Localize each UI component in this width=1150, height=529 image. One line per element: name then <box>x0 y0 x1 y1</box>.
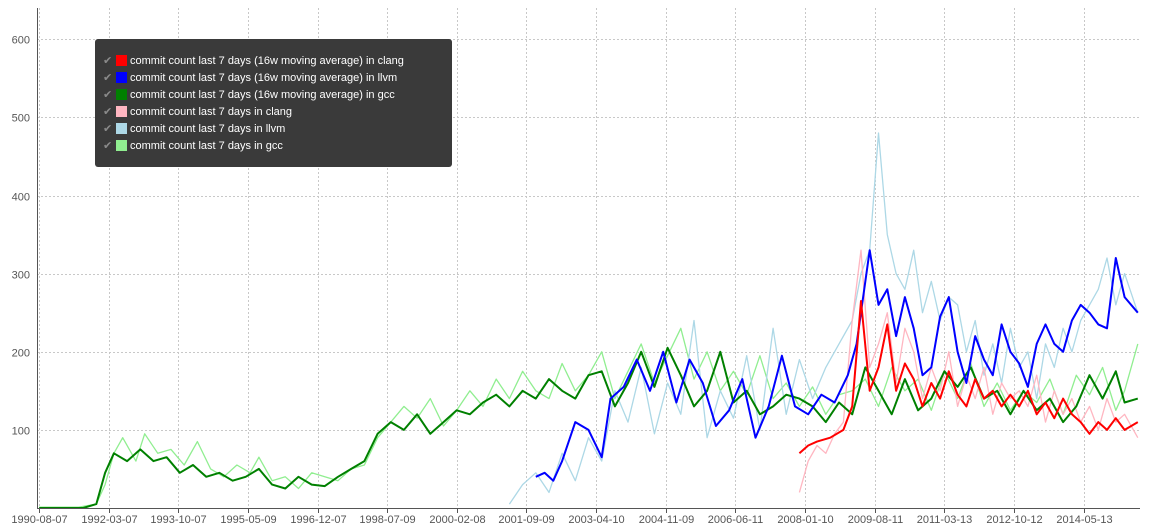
check-icon: ✔ <box>103 123 113 135</box>
legend-item-gcc[interactable]: ✔ commit count last 7 days in gcc <box>103 137 452 154</box>
x-tick-label: 2008-01-10 <box>777 514 833 526</box>
x-tick-label: 1990-08-07 <box>11 514 67 526</box>
x-tick-label: 1993-10-07 <box>150 514 206 526</box>
chart-axes <box>37 8 1140 509</box>
series-line-commit-count-last-7-days-16w-moving-average-in-llvm <box>535 249 1139 482</box>
legend-label: commit count last 7 days in llvm <box>130 122 286 135</box>
check-icon: ✔ <box>103 140 113 152</box>
x-tick-label: 1996-12-07 <box>290 514 346 526</box>
x-tick-label: 2001-09-09 <box>498 514 554 526</box>
legend-item-clang-avg[interactable]: ✔ commit count last 7 days (16w moving a… <box>103 52 452 69</box>
check-icon: ✔ <box>103 106 113 118</box>
y-tick-label: 600 <box>12 35 30 47</box>
chart-legend: ✔ commit count last 7 days (16w moving a… <box>95 39 452 167</box>
y-tick-label: 100 <box>12 426 30 438</box>
x-tick-label: 2009-08-11 <box>848 514 903 526</box>
chart-grid <box>37 8 1140 508</box>
legend-label: commit count last 7 days in clang <box>130 105 293 118</box>
x-tick-label: 2003-04-10 <box>568 514 624 526</box>
legend-item-gcc-avg[interactable]: ✔ commit count last 7 days (16w moving a… <box>103 86 452 103</box>
legend-item-llvm[interactable]: ✔ commit count last 7 days in llvm <box>103 120 452 137</box>
legend-swatch <box>116 55 127 66</box>
legend-swatch <box>116 106 127 117</box>
y-tick-label: 400 <box>12 192 30 204</box>
chart-ticks: 100 200 300 400 500 600 1990-08-07 1992-03-07 19… <box>11 35 1112 527</box>
series-line-commit-count-last-7-days-16w-moving-average-in-gcc <box>39 346 1139 509</box>
series-line-commit-count-last-7-days-in-gcc <box>39 327 1139 508</box>
legend-item-llvm-avg[interactable]: ✔ commit count last 7 days (16w moving a… <box>103 69 452 86</box>
legend-label: commit count last 7 days (16w moving ave… <box>130 71 398 84</box>
series-line-commit-count-last-7-days-16w-moving-average-in-clang <box>798 300 1139 455</box>
check-icon: ✔ <box>103 55 113 67</box>
x-tick-label: 1995-05-09 <box>220 514 276 526</box>
legend-item-clang[interactable]: ✔ commit count last 7 days in clang <box>103 103 452 120</box>
check-icon: ✔ <box>103 72 113 84</box>
legend-label: commit count last 7 days (16w moving ave… <box>130 54 404 67</box>
legend-swatch <box>116 123 127 134</box>
x-tick-label: 2011-03-13 <box>917 514 972 526</box>
legend-swatch <box>116 140 127 151</box>
x-tick-label: 2000-02-08 <box>429 514 485 526</box>
x-tick-label: 1998-07-09 <box>359 514 415 526</box>
legend-label: commit count last 7 days (16w moving ave… <box>130 88 395 101</box>
x-tick-label: 2012-10-12 <box>986 514 1042 526</box>
y-tick-label: 300 <box>12 270 30 282</box>
legend-swatch <box>116 72 127 83</box>
x-tick-label: 2004-11-09 <box>639 514 694 526</box>
legend-label: commit count last 7 days in gcc <box>130 139 283 152</box>
x-tick-label: 2006-06-11 <box>708 514 763 526</box>
x-tick-label: 2014-05-13 <box>1056 514 1112 526</box>
y-tick-label: 200 <box>12 348 30 360</box>
chart-series <box>39 132 1139 509</box>
x-tick-label: 1992-03-07 <box>81 514 137 526</box>
check-icon: ✔ <box>103 89 113 101</box>
y-tick-label: 500 <box>12 113 30 125</box>
series-line-commit-count-last-7-days-in-llvm <box>508 132 1139 505</box>
legend-swatch <box>116 89 127 100</box>
